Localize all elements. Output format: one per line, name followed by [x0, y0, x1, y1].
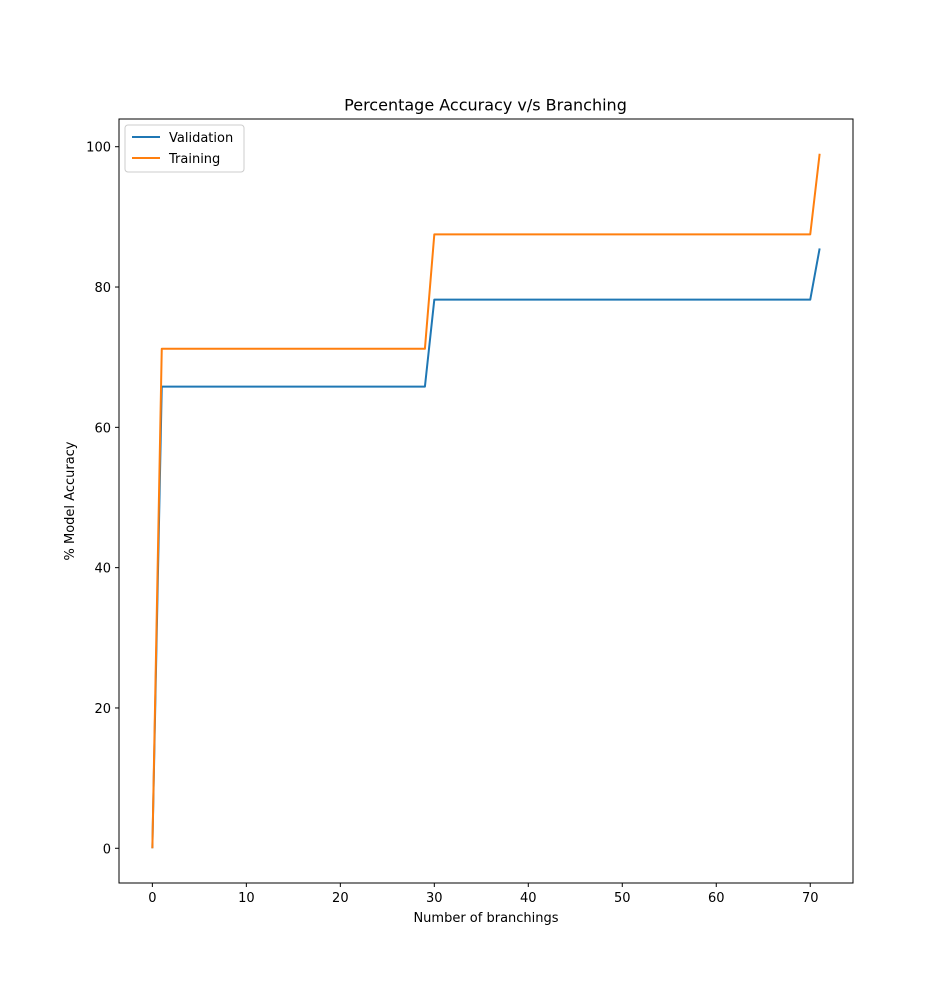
x-tick-label: 50 — [614, 891, 631, 906]
y-tick-label: 60 — [94, 421, 111, 436]
x-axis-ticks: 0 10 20 30 40 50 60 70 — [148, 883, 819, 906]
x-axis-label: Number of branchings — [413, 911, 558, 926]
legend: Validation Training — [124, 124, 245, 173]
y-axis-label: % Model Accuracy — [63, 441, 78, 560]
y-axis-ticks: 0 20 40 60 80 100 — [86, 141, 119, 857]
y-tick-label: 0 — [103, 842, 111, 857]
x-tick-label: 30 — [426, 891, 443, 906]
x-tick-label: 20 — [332, 891, 349, 906]
plot-area — [118, 118, 854, 884]
legend-label-validation: Validation — [169, 131, 233, 146]
y-tick-label: 80 — [94, 281, 111, 296]
y-tick-label: 20 — [94, 702, 111, 717]
chart-title: Percentage Accuracy v/s Branching — [344, 96, 627, 115]
x-tick-label: 10 — [238, 891, 255, 906]
y-tick-label: 40 — [94, 562, 111, 577]
x-tick-label: 60 — [708, 891, 725, 906]
series-line-training — [151, 153, 821, 849]
legend-label-training: Training — [168, 152, 220, 167]
series-layer — [151, 153, 821, 849]
x-tick-label: 70 — [802, 891, 819, 906]
x-tick-label: 40 — [520, 891, 537, 906]
y-tick-label: 100 — [86, 141, 111, 156]
x-tick-label: 0 — [148, 891, 156, 906]
